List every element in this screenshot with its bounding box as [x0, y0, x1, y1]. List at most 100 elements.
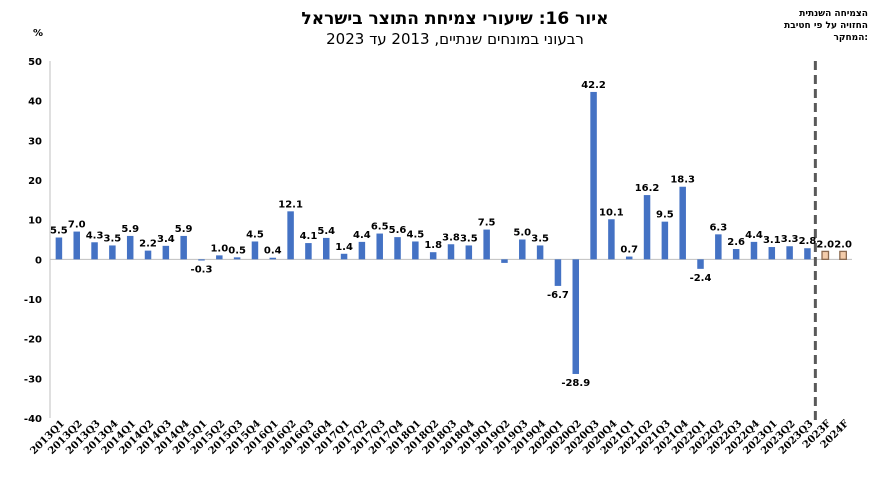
data-label: 4.5: [406, 229, 424, 240]
data-label: 2.2: [139, 239, 157, 250]
bar: [73, 231, 80, 260]
data-label: 4.4: [745, 230, 763, 241]
data-label: 3.3: [781, 234, 799, 245]
data-label: 2.0: [816, 239, 834, 250]
bar: [625, 256, 633, 260]
bar: [376, 233, 383, 260]
bar: [679, 186, 686, 260]
data-label: 0.4: [264, 246, 282, 257]
bar: [768, 247, 776, 260]
data-label: 5.6: [389, 225, 407, 236]
bar: [198, 259, 205, 261]
bar: [394, 237, 401, 260]
chart-title: איור 16: שיעורי צמיחת התוצר בישראל: [301, 9, 608, 29]
data-label: 3.4: [157, 234, 175, 245]
data-labels: 5.57.04.3 3.55.92.2 3.45.9-0.31.0 0.54.50.4…: [50, 80, 852, 389]
bar: [109, 245, 116, 260]
y-tick-label: 0: [35, 255, 42, 266]
data-label: 12.1: [278, 199, 303, 210]
bar: [519, 239, 526, 260]
bar: [126, 235, 134, 260]
data-label: 4.1: [300, 231, 318, 242]
y-tick-label: -40: [24, 414, 42, 425]
bar: [305, 243, 312, 260]
data-label: 1.4: [335, 242, 353, 253]
x-tick-labels: 2013Q12013Q22013Q32013Q42014Q12014Q22014…: [28, 418, 851, 457]
data-label: 5.0: [513, 228, 531, 239]
data-label: 16.2: [635, 183, 660, 194]
forecast-note-line-3: המחקר:: [833, 33, 868, 43]
data-label: 42.2: [581, 80, 606, 91]
bar: [412, 241, 419, 260]
data-label: 2.8: [799, 236, 817, 247]
data-label: 2.6: [727, 237, 745, 248]
bar: [180, 235, 187, 260]
data-label: 18.3: [670, 175, 695, 186]
bar: [786, 246, 793, 260]
bar: [483, 229, 490, 260]
bar: [643, 195, 651, 260]
forecast-note-line-2: החזויה על פי חטיבת: [784, 21, 868, 31]
bar: [144, 250, 152, 260]
data-label: 3.8: [442, 232, 460, 243]
bar: [91, 242, 98, 260]
bar: [501, 259, 508, 263]
bar: [715, 234, 722, 260]
bar: [554, 259, 562, 286]
data-label: 3.5: [104, 233, 122, 244]
y-tick-label: 50: [28, 57, 42, 68]
data-label: 6.3: [709, 222, 727, 233]
data-label: 7.5: [478, 218, 496, 229]
bar: [233, 257, 241, 260]
data-label: 6.5: [371, 222, 389, 233]
forecast-note-line-1: הצמיחה השנתית: [799, 9, 868, 19]
data-label: -28.9: [561, 378, 590, 389]
bar: [216, 255, 223, 260]
data-label: 3.5: [460, 233, 478, 244]
bar: [322, 237, 330, 260]
y-tick-label: -10: [24, 295, 42, 306]
data-label: 4.4: [353, 230, 371, 241]
data-label: 0.7: [620, 245, 638, 256]
bar: [661, 221, 669, 260]
y-tick-label: 10: [28, 216, 42, 227]
data-label: 10.1: [599, 207, 624, 218]
data-label: 1.8: [424, 240, 442, 251]
bar: [429, 252, 437, 260]
bar: [572, 259, 580, 374]
data-label: 4.3: [86, 230, 104, 241]
bar: [750, 241, 758, 260]
data-label: 5.9: [121, 224, 139, 235]
y-tick-label: 30: [28, 136, 42, 147]
data-label: 4.5: [246, 229, 264, 240]
y-unit-label: %: [33, 28, 43, 39]
chart-subtitle: רבעוני במונחים שנתיים, 2013 עד 2023: [326, 30, 584, 48]
data-label: 9.5: [656, 210, 674, 221]
bar: [269, 257, 277, 260]
data-label: 2.0: [834, 239, 852, 250]
y-tick-label: -20: [24, 335, 42, 346]
bar: [358, 241, 366, 260]
data-label: 3.1: [763, 235, 781, 246]
bar: [287, 211, 294, 260]
bars: [55, 91, 847, 374]
bar: [55, 237, 63, 260]
data-label: 5.5: [50, 226, 68, 237]
data-label: 5.9: [175, 224, 193, 235]
data-label: 7.0: [68, 220, 86, 231]
data-label: 3.5: [531, 233, 549, 244]
data-label: -0.3: [191, 265, 213, 276]
y-tick-label: 40: [28, 97, 42, 108]
bar: [697, 259, 704, 269]
data-label: -2.4: [690, 273, 712, 284]
y-tick-label: -30: [24, 374, 42, 385]
forecast-bar: [821, 250, 830, 260]
data-label: 5.4: [317, 226, 335, 237]
bar: [590, 91, 597, 260]
y-tick-label: 20: [28, 176, 42, 187]
bar: [447, 244, 455, 260]
bar: [465, 245, 473, 260]
data-label: 1.0: [210, 243, 228, 254]
data-label: 0.5: [228, 245, 246, 256]
